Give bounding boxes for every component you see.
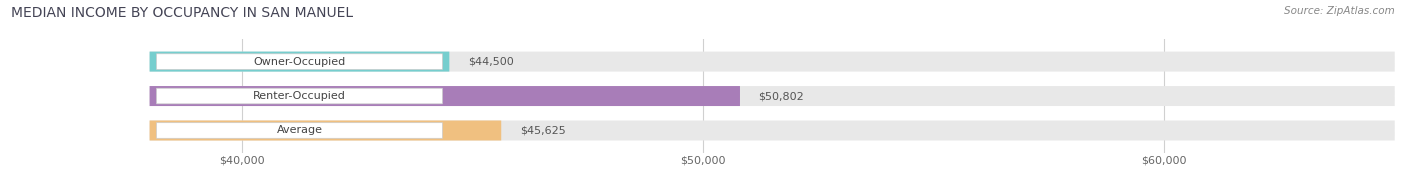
Text: Average: Average xyxy=(277,125,322,135)
FancyBboxPatch shape xyxy=(149,121,502,141)
Text: MEDIAN INCOME BY OCCUPANCY IN SAN MANUEL: MEDIAN INCOME BY OCCUPANCY IN SAN MANUEL xyxy=(11,6,353,20)
Text: Renter-Occupied: Renter-Occupied xyxy=(253,91,346,101)
Text: $45,625: $45,625 xyxy=(520,125,565,135)
FancyBboxPatch shape xyxy=(149,86,740,106)
Text: $50,802: $50,802 xyxy=(758,91,804,101)
FancyBboxPatch shape xyxy=(149,52,1395,72)
FancyBboxPatch shape xyxy=(149,86,1395,106)
FancyBboxPatch shape xyxy=(156,88,443,104)
Text: Source: ZipAtlas.com: Source: ZipAtlas.com xyxy=(1284,6,1395,16)
FancyBboxPatch shape xyxy=(156,123,443,138)
FancyBboxPatch shape xyxy=(156,54,443,69)
FancyBboxPatch shape xyxy=(149,52,450,72)
Text: $44,500: $44,500 xyxy=(468,57,513,67)
FancyBboxPatch shape xyxy=(149,121,1395,141)
Text: Owner-Occupied: Owner-Occupied xyxy=(253,57,346,67)
